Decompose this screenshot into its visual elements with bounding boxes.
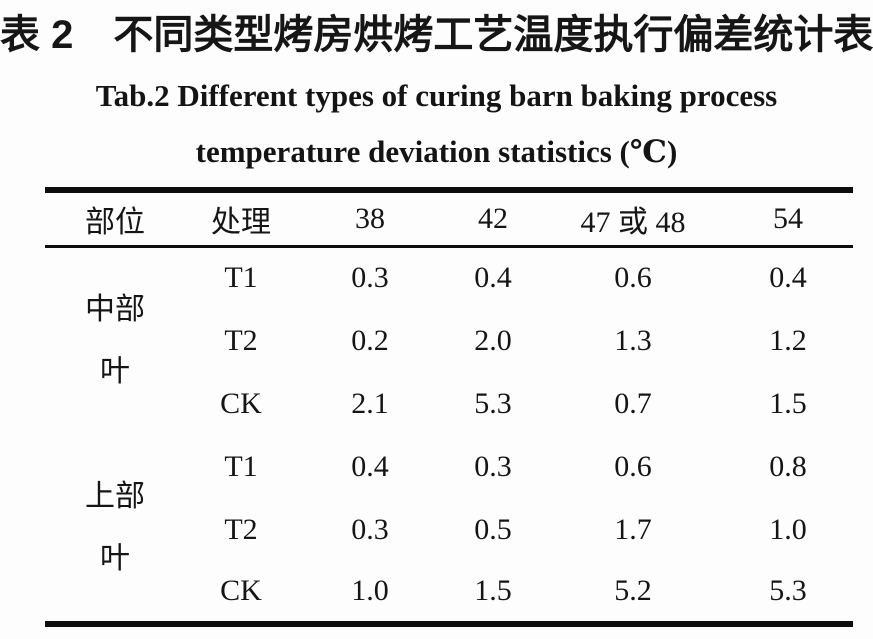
value-cell: 1.0 [351,574,389,607]
treatment-cell: T1 [224,449,258,483]
value-cell: 0.5 [474,512,512,546]
part-cell-upper-leaf: 上部 叶 [45,435,185,624]
value-cell: 0.7 [614,386,652,420]
value-cell: 1.5 [769,386,807,420]
treatment-cell: T2 [224,512,258,546]
value-cell: 0.4 [769,261,807,295]
value-cell: 0.8 [769,449,807,483]
value-cell: 0.2 [351,323,389,357]
header-cell-treatment: 处理 [185,190,297,248]
value-cell: 0.4 [351,449,389,483]
value-cell: 0.6 [614,261,652,295]
treatment-cell: CK [220,574,262,607]
value-cell: 1.3 [614,323,652,357]
value-cell: 2.0 [474,323,512,357]
part-label-line: 叶 [100,355,130,389]
table-title-english-line1: Tab.2 Different types of curing barn bak… [95,78,778,113]
table-row: T2 0.3 0.5 1.7 1.0 [45,498,853,561]
value-cell: 1.5 [474,574,512,607]
treatment-cell: CK [220,386,262,420]
table-row: 中部 叶 T1 0.3 0.4 0.6 0.4 [45,246,853,388]
value-cell: 2.1 [351,386,389,420]
temperature-deviation-table: 部位 处理 38 42 47 或 48 54 中部 叶 T1 0.3 0.4 0… [45,187,853,627]
treatment-cell: T1 [224,261,258,295]
table-title-english-line2: temperature deviation statistics (℃) [195,134,678,169]
value-cell: 0.3 [474,449,512,483]
table-row: CK 1.0 1.5 5.2 5.3 [45,561,853,624]
part-label-line: 中部 [85,293,145,327]
table-row: 上部 叶 T1 0.4 0.3 0.6 0.8 [45,435,853,576]
header-row: 部位 处理 38 42 47 或 48 54 [45,190,853,248]
treatment-cell: T2 [224,323,258,357]
header-cell-temp-47-48: 47 或 48 [543,190,723,248]
value-cell: 0.3 [351,512,389,546]
header-cell-temp-38: 38 [297,190,443,248]
table-row: T2 0.2 2.0 1.3 1.2 [45,309,853,372]
value-cell: 1.0 [769,512,807,546]
value-cell: 5.2 [614,574,652,607]
part-label-line: 叶 [100,542,130,575]
value-cell: 1.2 [769,323,807,357]
value-cell: 5.3 [769,574,807,607]
value-cell: 0.3 [351,261,389,295]
header-cell-part: 部位 [45,190,185,248]
value-cell: 5.3 [474,386,512,420]
value-cell: 0.4 [474,261,512,295]
header-cell-temp-42: 42 [443,190,543,248]
table-title-chinese: 表 2 不同类型烤房烘烤工艺温度执行偏差统计表（℃） [0,13,873,57]
table-row: CK 2.1 5.3 0.7 1.5 [45,372,853,435]
part-cell-middle-leaf: 中部 叶 [45,246,185,435]
part-label-line: 上部 [85,480,145,513]
header-cell-temp-54: 54 [723,190,853,248]
value-cell: 0.6 [614,449,652,483]
value-cell: 1.7 [614,512,652,546]
